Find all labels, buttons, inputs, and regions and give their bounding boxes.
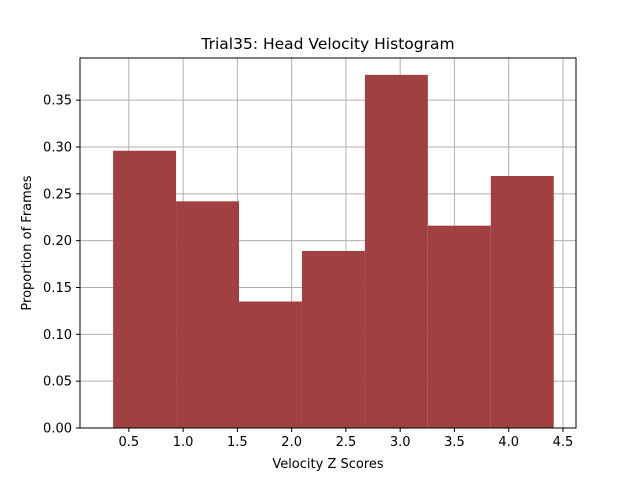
histogram-bar xyxy=(176,201,239,428)
x-tick-label: 3.0 xyxy=(390,435,411,450)
x-tick-label: 4.0 xyxy=(498,435,519,450)
y-tick-label: 0.05 xyxy=(43,375,72,390)
y-tick-label: 0.10 xyxy=(43,328,72,343)
x-tick-label: 2.5 xyxy=(336,435,357,450)
histogram-bar xyxy=(428,226,491,428)
x-tick-label: 2.0 xyxy=(281,435,302,450)
y-tick-label: 0.15 xyxy=(43,281,72,296)
x-tick-label: 4.5 xyxy=(553,435,574,450)
y-tick-label: 0.00 xyxy=(43,422,72,437)
x-tick-label: 1.0 xyxy=(173,435,194,450)
x-tick-label: 3.5 xyxy=(444,435,465,450)
histogram-bar xyxy=(491,176,554,428)
histogram-bar xyxy=(302,251,365,428)
x-axis-label: Velocity Z Scores xyxy=(272,457,384,472)
y-tick-label: 0.20 xyxy=(43,234,72,249)
y-axis-label: Proportion of Frames xyxy=(20,175,35,310)
histogram-bar xyxy=(239,302,302,428)
chart-title: Trial35: Head Velocity Histogram xyxy=(200,35,454,53)
y-tick-label: 0.30 xyxy=(43,140,72,155)
x-tick-label: 1.5 xyxy=(227,435,248,450)
x-tick-label: 0.5 xyxy=(118,435,139,450)
histogram-bar xyxy=(365,75,428,428)
y-tick-label: 0.25 xyxy=(43,187,72,202)
histogram-bar xyxy=(113,151,176,428)
y-tick-label: 0.35 xyxy=(43,94,72,109)
